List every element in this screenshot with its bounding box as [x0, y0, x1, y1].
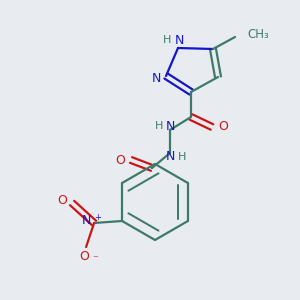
- Text: +: +: [95, 214, 101, 223]
- Text: H: H: [163, 35, 171, 45]
- Text: O: O: [218, 121, 228, 134]
- Text: N: N: [174, 34, 184, 46]
- Text: N: N: [165, 119, 175, 133]
- Text: O: O: [115, 154, 125, 166]
- Text: O: O: [57, 194, 67, 206]
- Text: ⁻: ⁻: [92, 254, 98, 264]
- Text: H: H: [155, 121, 163, 131]
- Text: N: N: [151, 71, 161, 85]
- Text: O: O: [79, 250, 89, 263]
- Text: N: N: [165, 151, 175, 164]
- Text: N: N: [81, 214, 91, 226]
- Text: H: H: [178, 152, 186, 162]
- Text: CH₃: CH₃: [247, 28, 269, 40]
